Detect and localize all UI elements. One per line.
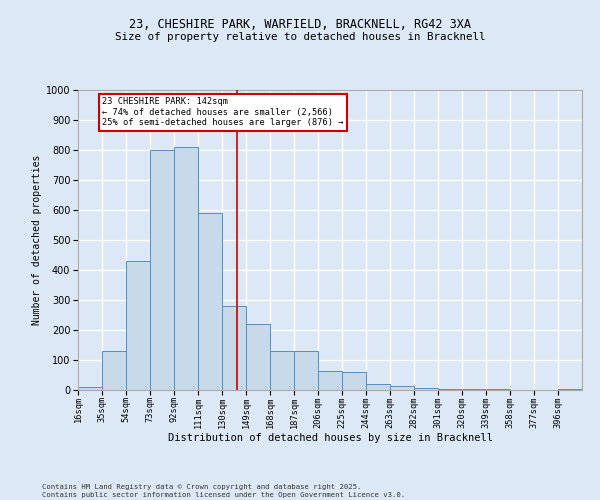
Bar xyxy=(318,370,342,390)
Bar xyxy=(126,261,150,390)
Text: Size of property relative to detached houses in Bracknell: Size of property relative to detached ho… xyxy=(115,32,485,42)
Bar xyxy=(222,306,246,390)
Bar xyxy=(198,213,222,390)
Bar xyxy=(414,388,438,390)
Bar xyxy=(390,386,414,390)
Text: 23, CHESHIRE PARK, WARFIELD, BRACKNELL, RG42 3XA: 23, CHESHIRE PARK, WARFIELD, BRACKNELL, … xyxy=(129,18,471,30)
Bar xyxy=(174,147,198,390)
Bar xyxy=(150,150,174,390)
Y-axis label: Number of detached properties: Number of detached properties xyxy=(32,155,41,325)
Bar xyxy=(270,351,294,390)
Bar xyxy=(462,389,486,390)
Text: Contains HM Land Registry data © Crown copyright and database right 2025.
Contai: Contains HM Land Registry data © Crown c… xyxy=(42,484,405,498)
Bar xyxy=(558,389,582,390)
Bar xyxy=(78,387,102,390)
Bar xyxy=(246,324,270,390)
Text: 23 CHESHIRE PARK: 142sqm
← 74% of detached houses are smaller (2,566)
25% of sem: 23 CHESHIRE PARK: 142sqm ← 74% of detach… xyxy=(102,98,343,128)
Bar xyxy=(102,351,126,390)
Bar xyxy=(294,351,318,390)
Bar xyxy=(366,384,390,390)
Bar xyxy=(438,388,462,390)
Bar xyxy=(342,372,366,390)
X-axis label: Distribution of detached houses by size in Bracknell: Distribution of detached houses by size … xyxy=(167,434,493,444)
